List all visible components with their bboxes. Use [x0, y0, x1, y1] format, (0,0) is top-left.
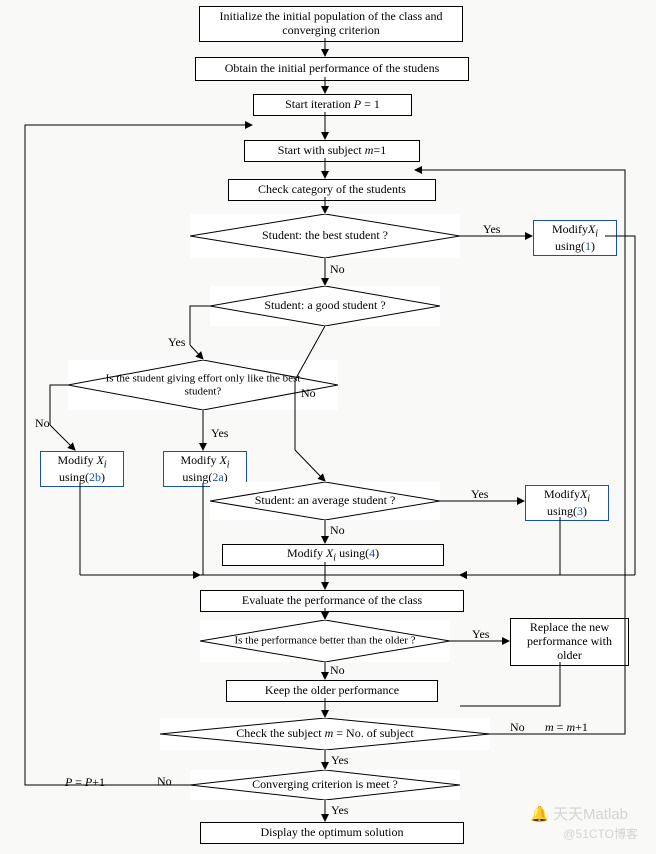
lbl-yes5: Yes	[472, 627, 489, 642]
box-start-subject: Start with subject m=1	[244, 140, 420, 162]
box-evaluate: Evaluate the performance of the class	[200, 590, 464, 612]
lbl-no6: No	[510, 720, 525, 735]
lbl-no7: No	[157, 774, 172, 789]
lbl-mm: m = m+1	[545, 720, 588, 735]
diamond-subject: Check the subject m = No. of subject	[160, 718, 490, 750]
lbl-no1: No	[330, 262, 345, 277]
lbl-no2: No	[301, 386, 316, 401]
watermark2: @51CTO博客	[563, 825, 638, 842]
box-display: Display the optimum solution	[200, 822, 464, 844]
diamond-perf: Is the performance better than the older…	[200, 620, 450, 662]
lbl-yes2: Yes	[168, 335, 185, 350]
diamond-effort: Is the student giving effort only like t…	[68, 360, 338, 410]
lbl-yes1: Yes	[483, 222, 500, 237]
box-modify1: ModifyXi using(1)	[533, 220, 617, 256]
diamond-best: Student: the best student ?	[190, 214, 460, 258]
lbl-yes6: Yes	[331, 753, 348, 768]
box-check-category: Check category of the students	[228, 179, 436, 201]
box-init: Initialize the initial population of the…	[199, 6, 463, 42]
box-modify4: Modify Xi using(4)	[222, 544, 444, 566]
box-modify2b: Modify Xi using(2b)	[40, 451, 124, 487]
box-start-iter: Start iteration P = 1	[253, 94, 412, 116]
diamond-good: Student: a good student ?	[210, 286, 440, 326]
box-modify3: ModifyXi using(3)	[525, 485, 609, 521]
box-keep: Keep the older performance	[226, 680, 438, 702]
lbl-no4: No	[330, 523, 345, 538]
lbl-no5: No	[330, 663, 345, 678]
box-obtain: Obtain the initial performance of the st…	[195, 57, 469, 81]
diamond-converge: Converging criterion is meet ?	[190, 770, 460, 800]
lbl-yes3: Yes	[211, 426, 228, 441]
box-replace: Replace the new performance with older	[510, 618, 629, 666]
lbl-pp: P = P+1	[65, 775, 105, 790]
diamond-average: Student: an average student ?	[210, 482, 440, 520]
lbl-yes7: Yes	[331, 803, 348, 818]
lbl-no3: No	[35, 416, 50, 431]
lbl-yes4: Yes	[471, 487, 488, 502]
watermark1: 🔔 天天Matlab	[530, 803, 628, 824]
